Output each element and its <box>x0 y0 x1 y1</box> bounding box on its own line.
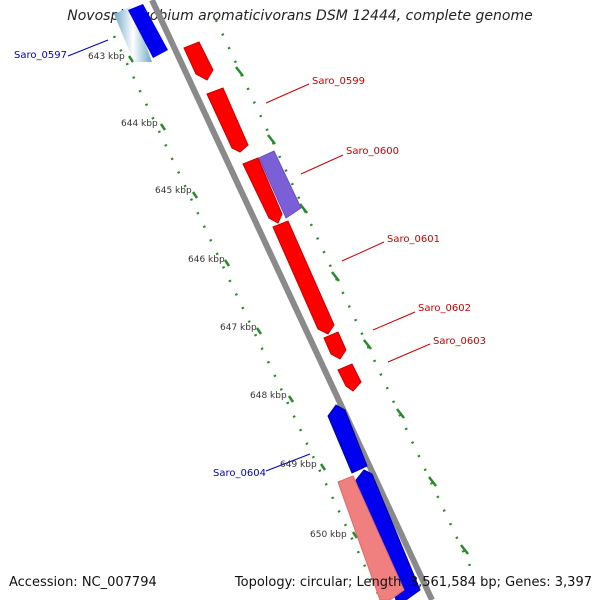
kbp-label-649: 649 kbp <box>280 460 317 470</box>
gene-label-saro-0599[interactable]: Saro_0599 <box>312 76 365 87</box>
kbp-inner-tick-marks <box>127 55 359 539</box>
label-leader-lines <box>67 39 431 472</box>
gene-saro-0601[interactable] <box>272 220 335 335</box>
gene-saro-0601a[interactable] <box>242 157 283 224</box>
kbp-label-645: 645 kbp <box>155 186 192 196</box>
gene-saro-0605[interactable] <box>355 469 421 600</box>
gene-saro-0603[interactable] <box>337 363 362 392</box>
outer-dotted-track <box>214 19 472 567</box>
kbp-label-644: 644 kbp <box>121 119 158 129</box>
kbp-label-643: 643 kbp <box>88 52 125 62</box>
kbp-label-646: 646 kbp <box>188 255 225 265</box>
gene-label-saro-0604[interactable]: Saro_0604 <box>213 468 266 479</box>
gene-label-saro-0600[interactable]: Saro_0600 <box>346 146 399 157</box>
gene-saro-0605-pseudo[interactable] <box>337 475 405 600</box>
gene-saro-0600[interactable] <box>258 150 302 219</box>
genome-stats-text: Topology: circular; Length: 3,561,584 bp… <box>234 575 592 590</box>
genome-backbone <box>149 0 435 600</box>
gene-label-saro-0601[interactable]: Saro_0601 <box>387 234 440 245</box>
kbp-label-648: 648 kbp <box>250 391 287 401</box>
gene-saro-0599b[interactable] <box>206 87 249 153</box>
accession-text: Accession: NC_007794 <box>9 575 157 590</box>
gene-label-saro-0603[interactable]: Saro_0603 <box>433 336 486 347</box>
kbp-tick-marks <box>235 66 469 555</box>
gene-label-saro-0602[interactable]: Saro_0602 <box>418 303 471 314</box>
gene-saro-0599[interactable] <box>183 41 214 81</box>
gene-saro-0602[interactable] <box>323 331 347 360</box>
kbp-label-650: 650 kbp <box>310 530 347 540</box>
gene-saro-0604[interactable] <box>327 404 368 474</box>
gene-label-saro-0597[interactable]: Saro_0597 <box>14 50 67 61</box>
map-title: Novosphingobium aromaticivorans DSM 1244… <box>67 8 533 24</box>
gene-saro-0597[interactable] <box>114 4 168 62</box>
kbp-label-647: 647 kbp <box>220 323 257 333</box>
